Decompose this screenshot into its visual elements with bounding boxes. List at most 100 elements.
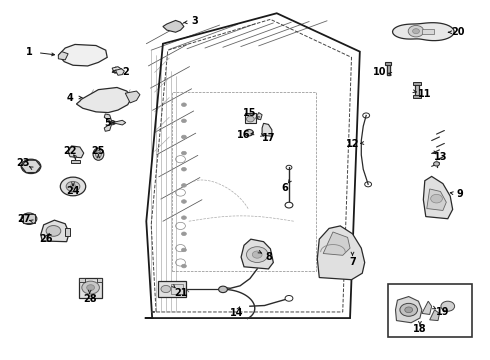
Circle shape <box>285 296 293 301</box>
Polygon shape <box>58 44 107 66</box>
Bar <box>79 278 102 298</box>
Bar <box>171 284 183 294</box>
Circle shape <box>60 177 86 196</box>
Bar <box>413 82 421 85</box>
Ellipse shape <box>96 150 101 158</box>
Circle shape <box>21 159 41 174</box>
Circle shape <box>181 216 186 220</box>
Circle shape <box>70 184 76 189</box>
Polygon shape <box>76 87 132 113</box>
Bar <box>422 29 434 35</box>
Circle shape <box>87 285 95 291</box>
Text: 12: 12 <box>346 139 359 149</box>
Text: 2: 2 <box>122 67 129 77</box>
Text: 3: 3 <box>192 17 198 27</box>
Circle shape <box>109 121 115 125</box>
Circle shape <box>21 213 37 225</box>
Polygon shape <box>392 23 454 41</box>
Circle shape <box>408 26 424 37</box>
Circle shape <box>434 162 440 166</box>
Bar <box>413 95 421 98</box>
Text: 26: 26 <box>39 234 52 244</box>
Circle shape <box>431 194 442 203</box>
Circle shape <box>181 184 186 187</box>
Text: 14: 14 <box>229 309 243 318</box>
Circle shape <box>252 251 262 258</box>
Circle shape <box>181 167 186 171</box>
Text: 4: 4 <box>67 93 74 103</box>
Circle shape <box>181 232 186 235</box>
Text: 24: 24 <box>66 186 80 197</box>
Text: 20: 20 <box>451 27 465 37</box>
Text: 25: 25 <box>92 145 105 156</box>
Bar <box>65 228 70 235</box>
Text: 6: 6 <box>282 183 289 193</box>
Text: 27: 27 <box>18 214 31 224</box>
Circle shape <box>246 247 268 262</box>
Text: 16: 16 <box>237 130 251 140</box>
Circle shape <box>82 281 99 294</box>
Polygon shape <box>323 232 350 255</box>
Polygon shape <box>104 114 112 123</box>
Text: 28: 28 <box>83 294 97 304</box>
Polygon shape <box>112 120 126 125</box>
Bar <box>385 62 391 65</box>
Polygon shape <box>256 113 262 120</box>
Polygon shape <box>430 310 440 320</box>
Bar <box>23 214 35 223</box>
Text: 22: 22 <box>63 145 77 156</box>
Polygon shape <box>104 123 112 131</box>
Text: 18: 18 <box>413 324 427 334</box>
Polygon shape <box>112 67 122 73</box>
Polygon shape <box>112 67 121 73</box>
Bar <box>79 278 85 282</box>
Text: 8: 8 <box>265 252 272 262</box>
Ellipse shape <box>93 148 104 160</box>
Text: 11: 11 <box>418 89 432 99</box>
Text: 23: 23 <box>16 158 29 168</box>
Polygon shape <box>41 220 69 242</box>
Text: 9: 9 <box>457 189 464 199</box>
Circle shape <box>181 248 186 252</box>
Text: 17: 17 <box>262 133 275 143</box>
Circle shape <box>285 202 293 208</box>
Polygon shape <box>395 297 422 323</box>
Text: 1: 1 <box>25 46 32 57</box>
Bar <box>415 83 419 97</box>
Bar <box>172 92 316 271</box>
Text: 15: 15 <box>243 108 257 118</box>
Polygon shape <box>116 69 124 75</box>
Polygon shape <box>318 226 365 280</box>
Text: 21: 21 <box>174 288 187 298</box>
Text: 7: 7 <box>349 257 356 267</box>
Bar <box>98 278 102 282</box>
Polygon shape <box>58 51 68 60</box>
Circle shape <box>413 29 419 34</box>
Circle shape <box>219 286 227 293</box>
Circle shape <box>245 130 253 136</box>
Circle shape <box>181 264 186 268</box>
Circle shape <box>363 113 369 118</box>
Text: 5: 5 <box>104 118 111 128</box>
Circle shape <box>181 135 186 139</box>
Bar <box>388 284 472 337</box>
Polygon shape <box>423 176 453 219</box>
Circle shape <box>400 303 417 316</box>
Circle shape <box>246 116 254 122</box>
Polygon shape <box>262 123 272 136</box>
Circle shape <box>161 285 171 293</box>
Circle shape <box>181 200 186 203</box>
Bar <box>71 159 80 163</box>
Text: 13: 13 <box>434 152 447 162</box>
Polygon shape <box>163 21 184 32</box>
Polygon shape <box>422 301 432 315</box>
Circle shape <box>181 151 186 155</box>
Bar <box>158 282 186 297</box>
Circle shape <box>46 226 61 236</box>
Circle shape <box>441 301 455 311</box>
Polygon shape <box>427 189 446 211</box>
Circle shape <box>405 307 413 313</box>
Polygon shape <box>241 239 273 269</box>
Text: 19: 19 <box>436 307 450 317</box>
Circle shape <box>181 103 186 107</box>
